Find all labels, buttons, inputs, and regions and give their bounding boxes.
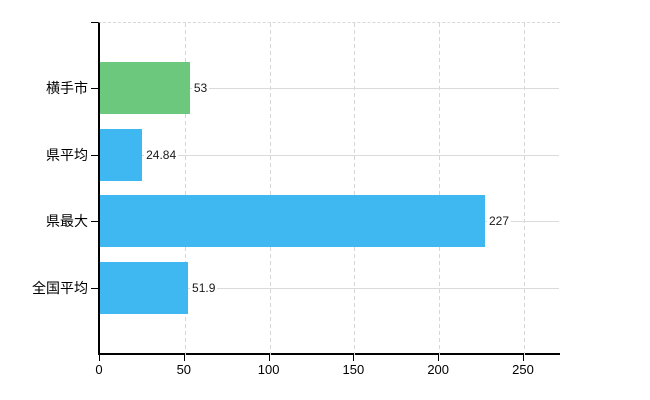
x-tick-label: 200 bbox=[427, 362, 450, 377]
bar bbox=[100, 62, 190, 114]
bar-value-label: 53 bbox=[191, 81, 210, 95]
bar-value-label: 227 bbox=[486, 214, 512, 229]
x-axis-tick bbox=[353, 355, 355, 361]
y-axis-top-tick bbox=[91, 22, 98, 23]
gridline-horizontal bbox=[100, 154, 559, 156]
bar bbox=[100, 262, 189, 315]
category-label: 横手市 bbox=[46, 80, 88, 96]
x-axis-tick bbox=[268, 355, 270, 361]
x-tick-label: 0 bbox=[95, 362, 103, 377]
gridline-vertical bbox=[524, 23, 525, 355]
y-axis-tick bbox=[91, 221, 98, 223]
bar bbox=[100, 128, 143, 181]
gridline-vertical bbox=[184, 23, 186, 355]
x-axis-tick bbox=[438, 355, 440, 361]
x-axis-tick bbox=[183, 355, 185, 361]
x-axis-tick bbox=[99, 355, 100, 361]
x-tick-label: 50 bbox=[176, 362, 192, 377]
gridline-horizontal bbox=[100, 88, 559, 89]
bar-value-label: 24.84 bbox=[144, 147, 179, 162]
category-label: 県最大 bbox=[46, 213, 88, 230]
gridline-vertical bbox=[354, 23, 356, 355]
category-label: 全国平均 bbox=[32, 280, 88, 297]
x-tick-label: 250 bbox=[512, 362, 534, 377]
x-tick-label: 150 bbox=[342, 362, 365, 377]
gridline-vertical bbox=[439, 23, 441, 355]
x-axis-tick bbox=[523, 355, 524, 361]
y-axis-tick bbox=[91, 88, 98, 89]
y-axis-tick bbox=[91, 154, 98, 156]
category-label: 県平均 bbox=[46, 146, 88, 163]
bar-value-label: 51.9 bbox=[190, 281, 218, 296]
x-tick-label: 100 bbox=[257, 362, 280, 377]
gridline-vertical bbox=[269, 23, 271, 355]
plot-area: 53 24.84 227 51.9 bbox=[98, 22, 560, 355]
gridline-horizontal bbox=[100, 288, 559, 290]
y-axis-tick bbox=[91, 288, 98, 290]
bar bbox=[100, 195, 485, 248]
